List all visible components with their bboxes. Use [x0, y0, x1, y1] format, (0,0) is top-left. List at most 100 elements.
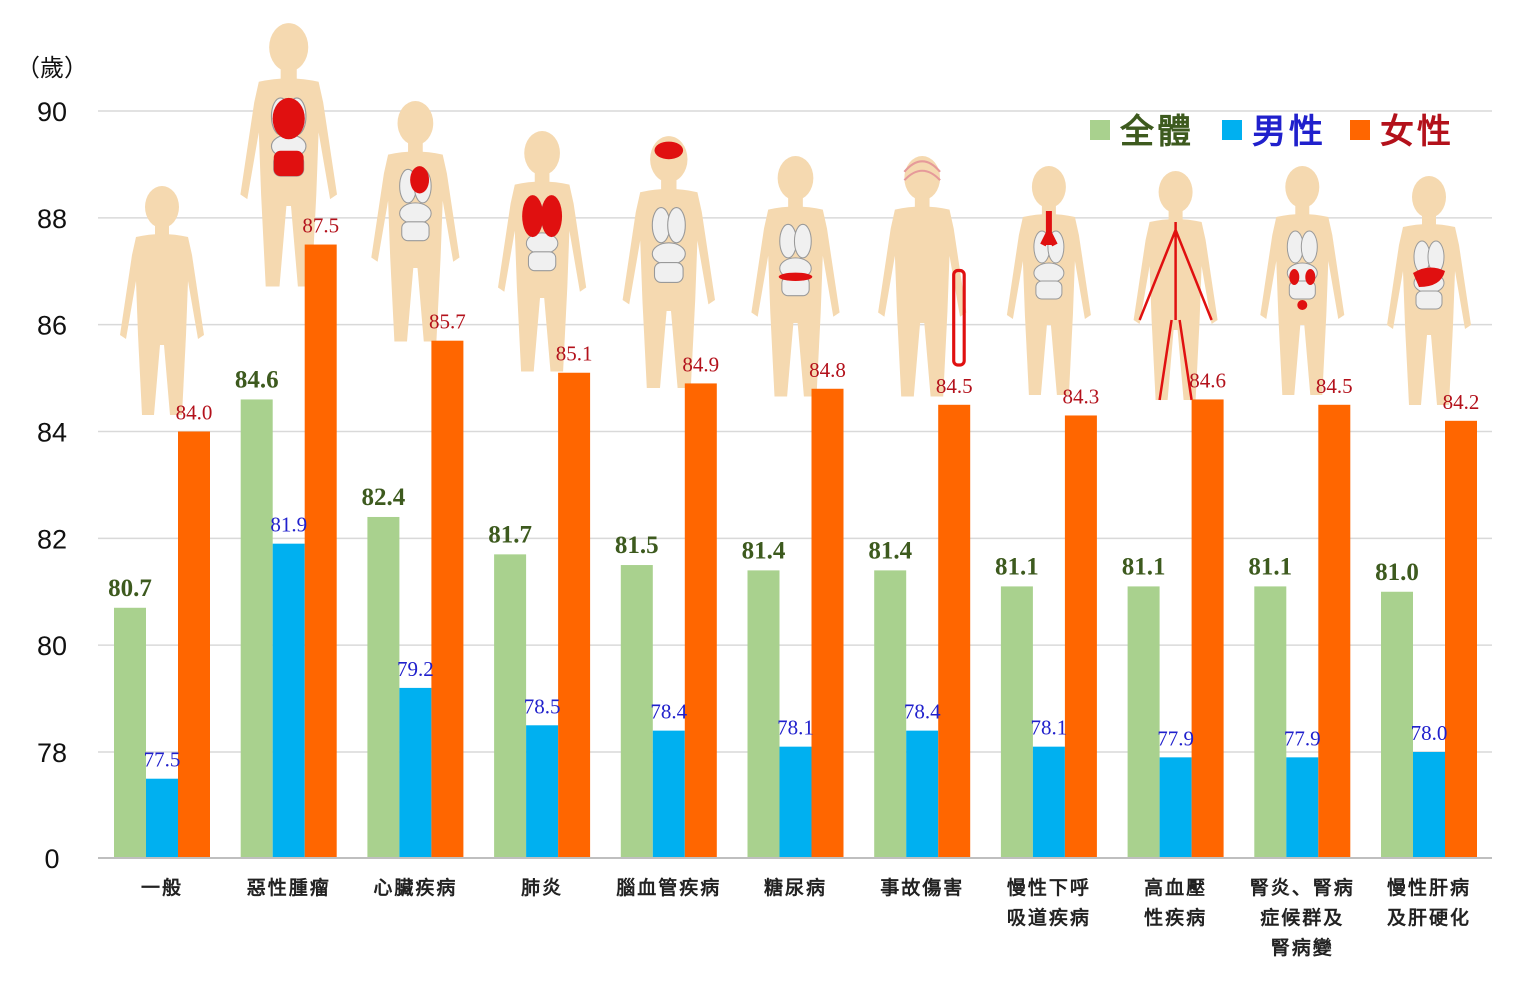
x-tick-label: 腦血管疾病 — [616, 876, 721, 899]
y-tick-label: 78 — [37, 738, 67, 768]
legend-swatch-2 — [1350, 120, 1370, 140]
data-label: 85.7 — [429, 310, 466, 334]
data-label: 81.1 — [1122, 553, 1166, 580]
x-tick-label: 慢性下呼 — [1007, 876, 1091, 899]
human-brain-icon — [622, 136, 715, 388]
body-figures — [120, 23, 1471, 415]
bar-全體-10 — [1381, 591, 1413, 858]
data-label: 81.5 — [615, 532, 659, 559]
human-digestive-organs-icon — [240, 23, 337, 287]
bar-全體-1 — [240, 399, 273, 858]
bar-女性-2 — [431, 340, 464, 859]
data-label: 84.6 — [1189, 368, 1226, 392]
human-bandaged-injury-icon — [878, 156, 967, 397]
data-label: 84.2 — [1443, 390, 1480, 414]
legend-label: 女性 — [1380, 112, 1454, 152]
data-label: 84.8 — [809, 358, 846, 382]
data-label: 78.4 — [904, 700, 941, 724]
data-label: 81.0 — [1375, 559, 1419, 586]
data-label: 79.2 — [397, 657, 434, 681]
legend-swatch-0 — [1090, 120, 1110, 140]
bar-男性-5 — [779, 746, 812, 858]
data-labels: 80.7 77.5 84.0 84.6 81.9 87.5 82.4 79.2 85.7 81.7… — [108, 214, 1479, 772]
legend-label: 男性 — [1252, 112, 1326, 152]
data-label: 81.4 — [868, 537, 912, 564]
y-tick-label: 80 — [37, 631, 67, 661]
data-label: 77.9 — [1284, 726, 1321, 750]
x-tick-label: 性疾病 — [1144, 906, 1207, 929]
bar-全體-3 — [494, 554, 527, 858]
data-label: 81.1 — [1248, 553, 1292, 580]
bar-男性-0 — [146, 778, 178, 858]
legend-swatch-1 — [1222, 120, 1242, 140]
y-tick-label: 86 — [37, 311, 67, 341]
data-label: 84.5 — [1316, 374, 1353, 398]
bar-男性-2 — [399, 687, 432, 858]
data-label: 81.9 — [270, 513, 307, 537]
data-label: 78.5 — [524, 694, 561, 718]
x-tick-label: 腎炎、腎病 — [1250, 876, 1355, 899]
bar-男性-8 — [1159, 757, 1192, 858]
human-kidneys-icon — [1260, 166, 1345, 395]
data-label: 84.6 — [235, 366, 279, 393]
bar-女性-0 — [178, 431, 210, 858]
bar-男性-3 — [526, 725, 559, 858]
human-lungs-icon — [497, 131, 587, 372]
data-label: 82.4 — [362, 484, 406, 511]
data-label: 84.9 — [682, 352, 719, 376]
bar-女性-9 — [1318, 404, 1351, 858]
y-unit-label: （歲） — [16, 54, 88, 82]
data-label: 77.5 — [144, 748, 181, 772]
data-label: 78.4 — [650, 700, 687, 724]
y-tick-label: 82 — [37, 524, 67, 554]
human-liver-icon — [1387, 176, 1471, 405]
bars — [114, 244, 1477, 859]
bar-全體-8 — [1127, 586, 1160, 858]
bar-女性-1 — [304, 244, 337, 858]
y-tick-label: 84 — [37, 418, 67, 448]
bar-男性-1 — [272, 543, 305, 858]
x-tick-label: 惡性腫瘤 — [247, 876, 331, 899]
data-label: 87.5 — [302, 214, 339, 238]
x-tick-label: 事故傷害 — [880, 876, 964, 899]
bar-全體-0 — [114, 607, 146, 858]
data-label: 85.1 — [556, 342, 593, 366]
data-label: 84.5 — [936, 374, 973, 398]
data-label: 81.7 — [488, 521, 532, 548]
x-tick-label: 心臟疾病 — [373, 876, 457, 899]
data-label: 78.1 — [777, 716, 814, 740]
bar-全體-2 — [367, 516, 400, 858]
legend-label: 全體 — [1119, 112, 1194, 152]
x-tick-label: 及肝硬化 — [1387, 906, 1471, 929]
bar-全體-4 — [620, 565, 653, 858]
bar-男性-9 — [1286, 757, 1319, 858]
bar-男性-10 — [1413, 752, 1445, 858]
bar-男性-7 — [1032, 746, 1065, 858]
x-tick-label: 腎病變 — [1271, 936, 1334, 959]
legend: 全體 男性 女性 — [1090, 112, 1454, 152]
data-label: 78.1 — [1031, 716, 1068, 740]
y-tick-label: 90 — [37, 97, 67, 127]
data-label: 84.0 — [176, 401, 213, 425]
bar-女性-6 — [938, 404, 971, 858]
data-label: 80.7 — [108, 575, 152, 602]
data-label: 81.4 — [742, 537, 786, 564]
human-pancreas-icon — [751, 156, 840, 397]
bar-女性-10 — [1445, 420, 1477, 858]
bar-女性-7 — [1064, 415, 1097, 858]
bar-全體-6 — [874, 570, 907, 858]
bar-全體-9 — [1254, 586, 1287, 858]
x-tick-label: 一般 — [141, 876, 183, 899]
y-tick-label: 0 — [44, 844, 59, 874]
human-airway-icon — [1006, 166, 1091, 395]
bar-女性-4 — [684, 383, 717, 858]
data-label: 78.0 — [1411, 721, 1448, 745]
data-label: 84.3 — [1063, 384, 1100, 408]
y-tick-label: 88 — [37, 204, 67, 234]
bar-男性-4 — [652, 730, 685, 858]
bar-全體-7 — [1000, 586, 1033, 858]
x-tick-label: 慢性肝病 — [1387, 876, 1471, 899]
human-silhouette-icon — [120, 186, 204, 415]
x-tick-label: 吸道疾病 — [1007, 906, 1091, 929]
